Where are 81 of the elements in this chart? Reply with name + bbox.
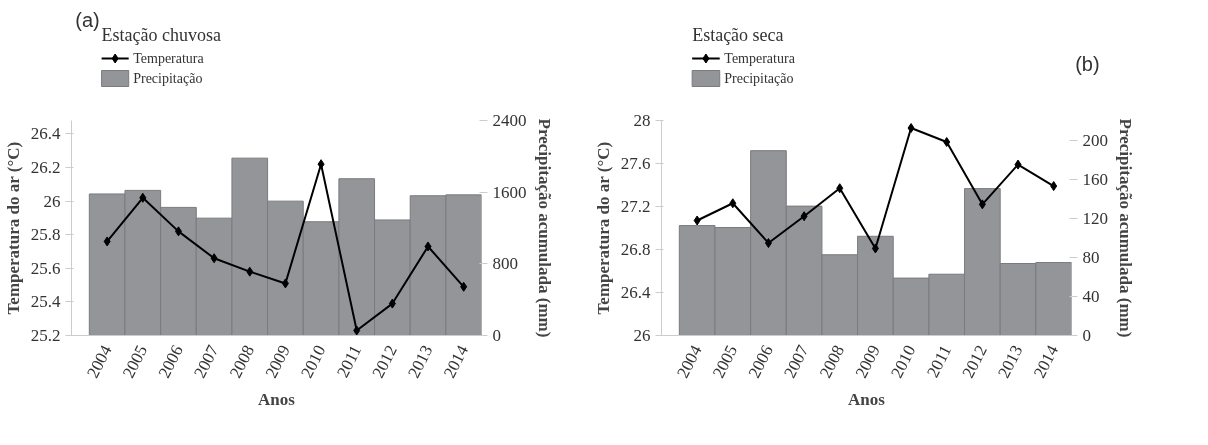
x-tick-label: 2013: [404, 342, 437, 382]
y-tick-label: 26.4: [30, 124, 61, 144]
x-tick-label: 2014: [439, 341, 473, 382]
point: [246, 266, 254, 277]
point: [424, 241, 432, 252]
y-tick-label: 25.2: [30, 326, 61, 345]
point: [978, 199, 986, 210]
x-tick-label: 2011: [333, 342, 366, 381]
y-tick-label: 25.4: [30, 292, 61, 312]
y-tick-label: 26: [633, 326, 651, 345]
y-axis-title: Temperatura do ar (°C): [593, 141, 613, 315]
legend-title: Estação chuvosa: [101, 24, 222, 45]
y2-tick-label: 200: [1082, 131, 1108, 151]
point: [729, 198, 737, 209]
y2-axis-title: Precipitação acumulada (mm): [1116, 118, 1135, 338]
point: [1014, 159, 1022, 170]
y2-tick-label: 800: [492, 254, 518, 274]
y-tick-label: 27.6: [620, 154, 651, 173]
x-tick-label: 2008: [225, 342, 259, 382]
y2-tick-label: 2400: [492, 111, 527, 130]
x-axis-title: Anos: [258, 389, 296, 409]
x-tick-label: 2014: [1029, 341, 1063, 382]
x-tick-label: 2010: [887, 342, 920, 382]
point: [317, 159, 325, 170]
x-tick-label: 2012: [958, 342, 991, 382]
x-tick-label: 2006: [154, 342, 187, 382]
text: (a): [75, 8, 100, 31]
x-tick-label: 2010: [297, 342, 330, 382]
legend-label: Precipitação: [724, 71, 794, 86]
x-tick-label: 2007: [780, 342, 813, 382]
y-tick-label: 27.2: [620, 197, 651, 216]
point: [210, 253, 218, 264]
y-tick-label: 25.8: [30, 225, 61, 245]
y2-tick-label: 40: [1082, 287, 1100, 307]
x-tick-label: 2007: [190, 342, 223, 382]
point: [800, 211, 808, 222]
point: [871, 243, 879, 254]
x-tick-label: 2011: [923, 342, 956, 381]
y-tick-label: 28: [633, 111, 651, 130]
point: [836, 183, 844, 194]
point: [139, 192, 147, 203]
point: [281, 278, 289, 289]
y-axis-title: Temperatura do ar (°C): [3, 141, 23, 315]
y2-tick-label: 1600: [492, 182, 527, 202]
y2-tick-label: 160: [1082, 170, 1108, 190]
y-tick-label: 26.2: [30, 158, 61, 178]
x-axis-title: Anos: [848, 389, 886, 409]
legend-label: Precipitação: [133, 71, 203, 86]
point: [103, 236, 111, 247]
point: [943, 137, 951, 147]
x-tick-label: 2004: [83, 341, 116, 382]
y-tick-label: 26: [43, 191, 61, 211]
x-tick-label: 2005: [708, 342, 742, 382]
y-tick-label: 26.8: [620, 240, 651, 259]
text: (b): [1075, 52, 1100, 75]
y-tick-label: 25.6: [30, 258, 61, 278]
legend-title: Estação seca: [692, 24, 784, 45]
y2-tick-label: 0: [492, 326, 501, 345]
x-tick-label: 2004: [673, 341, 706, 382]
legend-label: Temperatura: [724, 51, 796, 66]
y2-tick-label: 0: [1082, 326, 1091, 345]
x-tick-label: 2009: [851, 342, 884, 382]
x-tick-label: 2012: [368, 342, 401, 382]
x-tick-label: 2006: [744, 342, 777, 382]
point: [353, 325, 361, 336]
y2-tick-label: 120: [1082, 209, 1108, 229]
x-tick-label: 2009: [261, 342, 294, 382]
legend-label: Temperatura: [133, 51, 205, 66]
y2-tick-label: 80: [1082, 248, 1100, 268]
y2-axis-title: Precipitação acumulada (mm): [534, 118, 554, 338]
point: [693, 215, 701, 226]
x-tick-label: 2005: [118, 342, 152, 382]
point: [174, 226, 182, 237]
point: [388, 298, 396, 309]
point: [907, 123, 915, 134]
point: [460, 281, 468, 292]
x-tick-label: 2008: [815, 342, 849, 382]
x-tick-label: 2013: [994, 342, 1027, 382]
y-tick-label: 26.4: [620, 283, 651, 302]
point: [1050, 181, 1058, 192]
point: [764, 238, 772, 249]
